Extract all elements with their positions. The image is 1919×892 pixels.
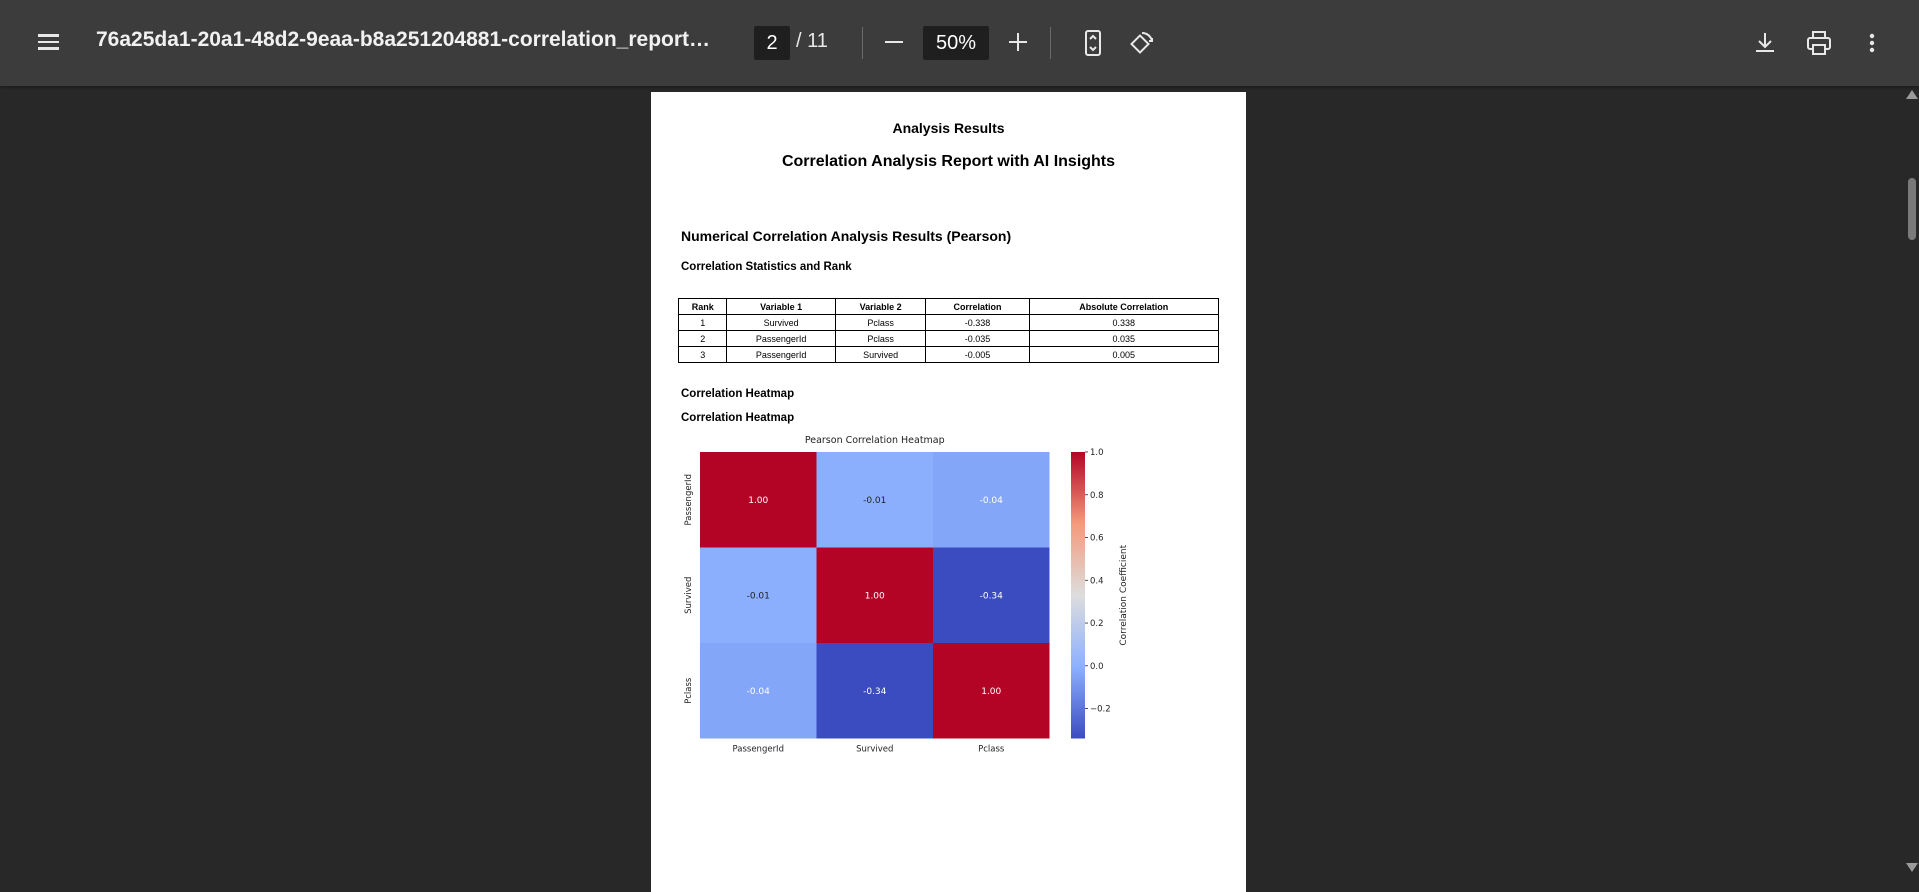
- page-total: / 11: [796, 30, 828, 52]
- colorbar-tick-label: 0.2: [1090, 619, 1104, 629]
- column-header: Absolute Correlation: [1028, 298, 1220, 315]
- pdf-toolbar: 76a25da1-20a1-48d2-9eaa-b8a251204881-cor…: [0, 0, 1919, 86]
- zoom-level-input[interactable]: 50%: [923, 26, 989, 60]
- chart-title: Pearson Correlation Heatmap: [805, 435, 945, 446]
- heatmap-cell-label: 1.00: [748, 496, 768, 506]
- heatmap-cell: [933, 547, 1050, 643]
- print-icon[interactable]: [1803, 27, 1835, 59]
- page-header: Analysis Results: [892, 120, 1005, 136]
- table-cell: 3: [677, 346, 728, 363]
- heatmap-cell-label: -0.04: [747, 687, 771, 697]
- document-title: 76a25da1-20a1-48d2-9eaa-b8a251204881-cor…: [96, 28, 716, 51]
- zoom-in-button[interactable]: [1006, 29, 1032, 55]
- table-row: 3 PassengerId Survived -0.005 0.005: [677, 346, 1220, 363]
- menu-icon[interactable]: [30, 30, 66, 56]
- zoom-out-button[interactable]: [882, 29, 908, 55]
- report-title: Correlation Analysis Report with AI Insi…: [781, 153, 1116, 170]
- page-number-input[interactable]: 2: [754, 26, 790, 60]
- heatmap-cell: [700, 452, 817, 548]
- heatmap-cell: [933, 643, 1050, 739]
- table-cell: Pclass: [834, 314, 927, 331]
- table-cell: 1: [677, 314, 728, 331]
- scrollbar-thumb[interactable]: [1908, 178, 1916, 240]
- colorbar-tick-label: 0.6: [1090, 534, 1104, 544]
- download-icon[interactable]: [1749, 27, 1781, 59]
- heatmap-cell-label: -0.34: [980, 591, 1004, 601]
- table-cell: -0.035: [925, 330, 1030, 347]
- colorbar-label: Correlation Coefficient: [1119, 544, 1129, 645]
- x-tick-label: PassengerId: [733, 745, 784, 755]
- pdf-page: Analysis Results Correlation Analysis Re…: [651, 92, 1246, 892]
- column-header: Variable 1: [726, 298, 836, 315]
- scroll-up-icon[interactable]: [1906, 90, 1918, 99]
- table-cell: PassengerId: [726, 346, 836, 363]
- table-cell: Pclass: [834, 330, 927, 347]
- colorbar-tick-label: 0.0: [1090, 662, 1104, 672]
- section-heading: Correlation Heatmap: [681, 388, 795, 400]
- column-header: Correlation: [925, 298, 1030, 315]
- heatmap-cell-label: -0.01: [863, 496, 886, 506]
- x-tick-label: Pclass: [978, 745, 1005, 755]
- more-icon[interactable]: [1856, 27, 1888, 59]
- y-tick-label: Pclass: [684, 677, 694, 704]
- table-cell: Survived: [834, 346, 927, 363]
- heatmap-cell: [816, 643, 933, 739]
- heatmap-cell-label: -0.34: [863, 687, 887, 697]
- subsection-heading: Correlation Statistics and Rank: [681, 261, 852, 273]
- x-tick-label: Survived: [856, 745, 893, 755]
- table-cell: PassengerId: [726, 330, 836, 347]
- scroll-down-icon[interactable]: [1906, 863, 1918, 872]
- table-cell: Survived: [726, 314, 836, 331]
- y-tick-label: PassengerId: [684, 474, 694, 525]
- section-heading: Numerical Correlation Analysis Results (…: [681, 228, 1012, 244]
- heatmap-cell: [933, 452, 1050, 548]
- document-viewer[interactable]: Analysis Results Correlation Analysis Re…: [0, 86, 1919, 892]
- heatmap-cell: [816, 452, 933, 548]
- heatmap-cell: [816, 547, 933, 643]
- heatmap-cell-label: -0.01: [747, 591, 770, 601]
- heatmap-cell-label: 1.00: [981, 687, 1001, 697]
- y-tick-label: Survived: [684, 577, 694, 614]
- colorbar-tick-label: 1.0: [1090, 448, 1104, 458]
- toolbar-divider: [862, 27, 863, 59]
- table-cell: 0.338: [1028, 314, 1220, 331]
- rotate-icon[interactable]: [1125, 27, 1157, 59]
- colorbar: [1071, 452, 1085, 739]
- colorbar-tick-label: 0.8: [1090, 491, 1104, 501]
- column-header: Rank: [677, 298, 728, 315]
- table-row: 1 Survived Pclass -0.338 0.338: [677, 314, 1220, 331]
- toolbar-divider: [1050, 27, 1051, 59]
- table-header-row: Rank Variable 1 Variable 2 Correlation A…: [677, 298, 1220, 315]
- subsection-heading: Correlation Heatmap: [681, 412, 795, 424]
- fit-page-icon[interactable]: [1077, 27, 1109, 59]
- correlation-table: Rank Variable 1 Variable 2 Correlation A…: [677, 298, 1220, 363]
- table-row: 2 PassengerId Pclass -0.035 0.035: [677, 330, 1220, 347]
- colorbar-tick-label: −0.2: [1090, 705, 1111, 715]
- heatmap-cell: [700, 643, 817, 739]
- vertical-scrollbar[interactable]: [1904, 86, 1919, 874]
- table-cell: -0.338: [925, 314, 1030, 331]
- heatmap-cell: [700, 547, 817, 643]
- colorbar-tick-label: 0.4: [1090, 576, 1104, 586]
- heatmap-cell-label: -0.04: [980, 496, 1004, 506]
- table-cell: 0.035: [1028, 330, 1220, 347]
- correlation-heatmap-chart: Pearson Correlation Heatmap 1.00 -0.01 -0.0…: [684, 435, 1129, 755]
- table-cell: 0.005: [1028, 346, 1220, 363]
- table-cell: 2: [677, 330, 728, 347]
- heatmap-cell-label: 1.00: [865, 591, 885, 601]
- table-cell: -0.005: [925, 346, 1030, 363]
- column-header: Variable 2: [834, 298, 927, 315]
